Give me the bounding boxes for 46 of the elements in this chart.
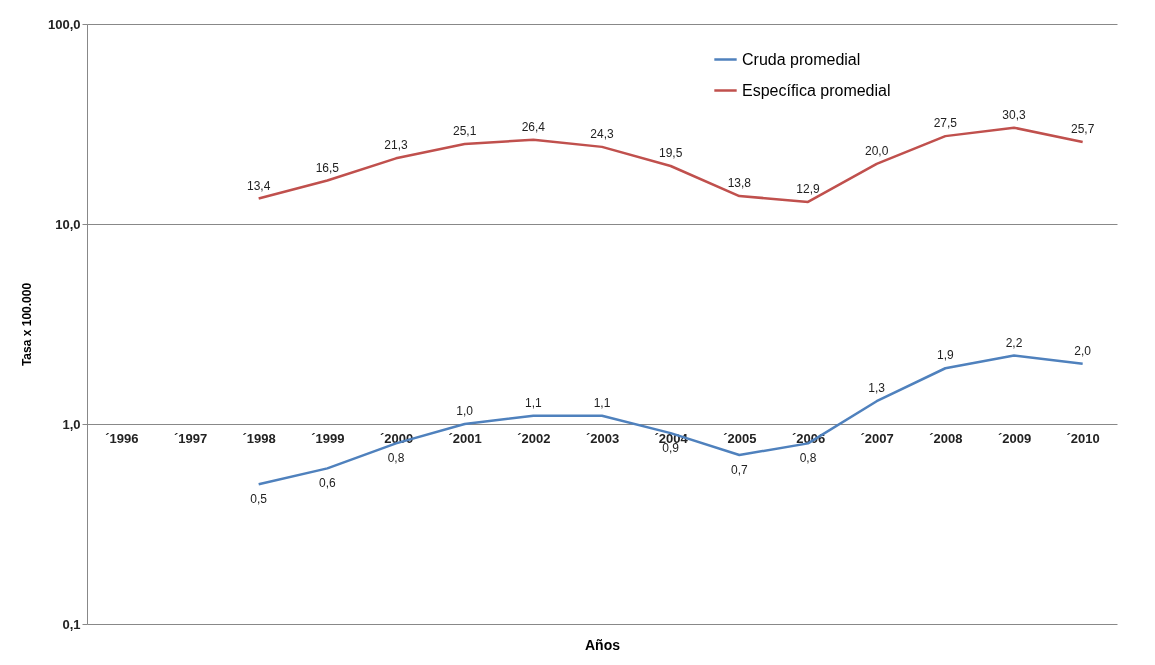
y-tick-label: 10,0 [55,216,81,232]
data-label: 19,5 [658,145,683,160]
data-label: 1,3 [868,381,886,396]
data-label: 21,3 [384,138,408,153]
y-axis-title: Tasa x 100.000 [19,282,34,367]
legend-label: Cruda promedial [742,50,861,68]
legend-label: Específica promedial [742,81,891,99]
x-tick-label: ´2005 [723,430,757,446]
x-tick-label: ´1998 [242,430,276,446]
data-label: 25,1 [452,124,477,139]
x-tick-label: ´2010 [1066,430,1100,446]
x-tick-label: ´1999 [311,430,345,446]
data-label: 2,0 [1074,343,1092,358]
y-tick-label: 1,0 [62,416,81,432]
data-label: 2,2 [1005,335,1023,350]
x-tick-label: ´2002 [517,430,551,446]
x-tick-label: ´2007 [860,430,894,446]
y-tick-label: 0,1 [62,616,81,632]
data-label: 13,8 [727,176,752,191]
x-axis-title: Años [585,636,621,653]
data-label: 1,1 [593,395,611,410]
data-label: 30,3 [1002,107,1026,122]
data-label: 0,8 [387,451,405,466]
data-label: 0,8 [799,451,817,466]
data-label: 1,1 [524,395,542,410]
data-label: 26,4 [521,119,546,134]
x-tick-label: ´1996 [105,430,139,446]
y-tick-label: 100,0 [47,16,81,32]
data-label: 0,7 [730,462,748,477]
data-label: 0,9 [662,441,680,456]
x-tick-label: ´1997 [173,430,208,446]
data-label: 12,9 [796,181,820,196]
x-tick-label: ´2009 [997,430,1032,446]
data-label: 0,5 [250,492,268,507]
data-label: 0,6 [318,476,336,491]
x-tick-label: ´2008 [929,430,963,446]
data-label: 16,5 [315,160,340,175]
data-label: 13,4 [246,178,271,193]
data-label: 24,3 [590,126,614,141]
data-label: 20,0 [864,143,889,158]
x-tick-label: ´2001 [448,430,482,446]
data-label: 1,9 [936,348,954,363]
x-tick-label: ´2003 [585,430,620,446]
data-label: 25,7 [1070,122,1095,137]
data-label: 1,0 [456,404,474,418]
data-label: 27,5 [933,116,958,131]
